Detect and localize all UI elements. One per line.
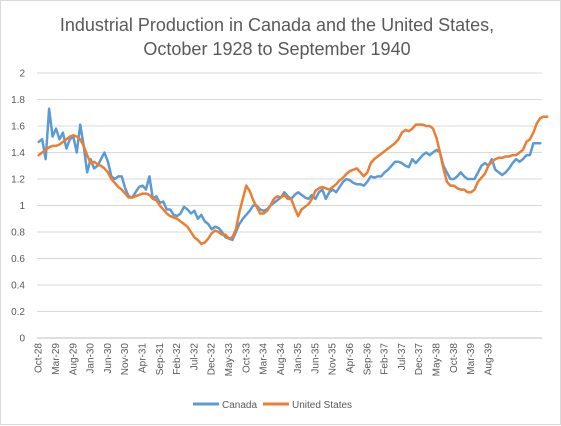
x-tick-label: Oct-33 [241, 343, 252, 373]
x-tick-label: Feb-37 [380, 343, 391, 375]
x-tick-label: Sep-31 [155, 343, 166, 376]
y-axis-ticks: 0 0.2 0.4 0.6 0.8 1 1.2 1.4 1.6 1.8 2 [11, 69, 25, 345]
x-tick-label: May-33 [224, 343, 235, 377]
x-tick-label: Dec-37 [414, 343, 425, 376]
x-tick-label: Jun-35 [310, 343, 321, 374]
series-line-united-states [37, 115, 549, 246]
legend-label-united-states: United States [292, 400, 352, 411]
gridlines [37, 72, 542, 339]
y-tick-label: 0.2 [11, 307, 25, 318]
x-axis-ticks: Oct-28 Mar-29 Aug-29 Jan-30 Jun-30 Nov-30 Apr-… [34, 343, 495, 377]
x-tick-label: Nov-30 [120, 343, 131, 376]
x-tick-label: Jan-30 [86, 343, 97, 374]
y-tick-label: 1.4 [11, 148, 25, 159]
y-tick-label: 1.8 [11, 95, 25, 106]
x-tick-label: Feb-32 [172, 343, 183, 375]
x-tick-label: Apr-31 [137, 343, 148, 373]
x-tick-label: Sep-36 [362, 343, 373, 376]
y-tick-label: 1 [19, 201, 25, 212]
x-tick-label: Aug-29 [68, 343, 79, 376]
legend: Canada United States [193, 400, 352, 411]
y-tick-label: 0.8 [11, 228, 25, 239]
legend-label-canada: Canada [222, 400, 257, 411]
x-tick-label: Apr-36 [345, 343, 356, 373]
x-tick-label: Jul-32 [189, 343, 200, 371]
x-tick-label: Aug-39 [483, 343, 494, 376]
chart-title-line-1: Industrial Production in Canada and the … [60, 15, 494, 35]
x-tick-label: Dec-32 [207, 343, 218, 376]
y-tick-label: 0.4 [11, 281, 25, 292]
x-tick-label: Mar-29 [51, 343, 62, 375]
x-tick-label: Mar-34 [259, 343, 270, 375]
x-tick-label: Oct-28 [34, 343, 45, 373]
series-lines [37, 107, 549, 246]
y-tick-label: 0.6 [11, 254, 25, 265]
x-tick-label: Jan-35 [293, 343, 304, 374]
x-tick-label: Jun-30 [103, 343, 114, 374]
x-tick-label: May-38 [432, 343, 443, 377]
y-tick-label: 0 [19, 334, 25, 345]
x-tick-label: Mar-39 [466, 343, 477, 375]
y-tick-label: 2 [19, 69, 25, 80]
y-tick-label: 1.2 [11, 175, 25, 186]
x-tick-label: Oct-38 [449, 343, 460, 373]
x-tick-label: Nov-35 [328, 343, 339, 376]
chart-title-line-2: October 1928 to September 1940 [143, 39, 410, 59]
y-tick-label: 1.6 [11, 122, 25, 133]
x-tick-label: Jul-37 [397, 343, 408, 371]
x-tick-label: Aug-34 [276, 343, 287, 376]
series-line-canada [37, 107, 542, 242]
